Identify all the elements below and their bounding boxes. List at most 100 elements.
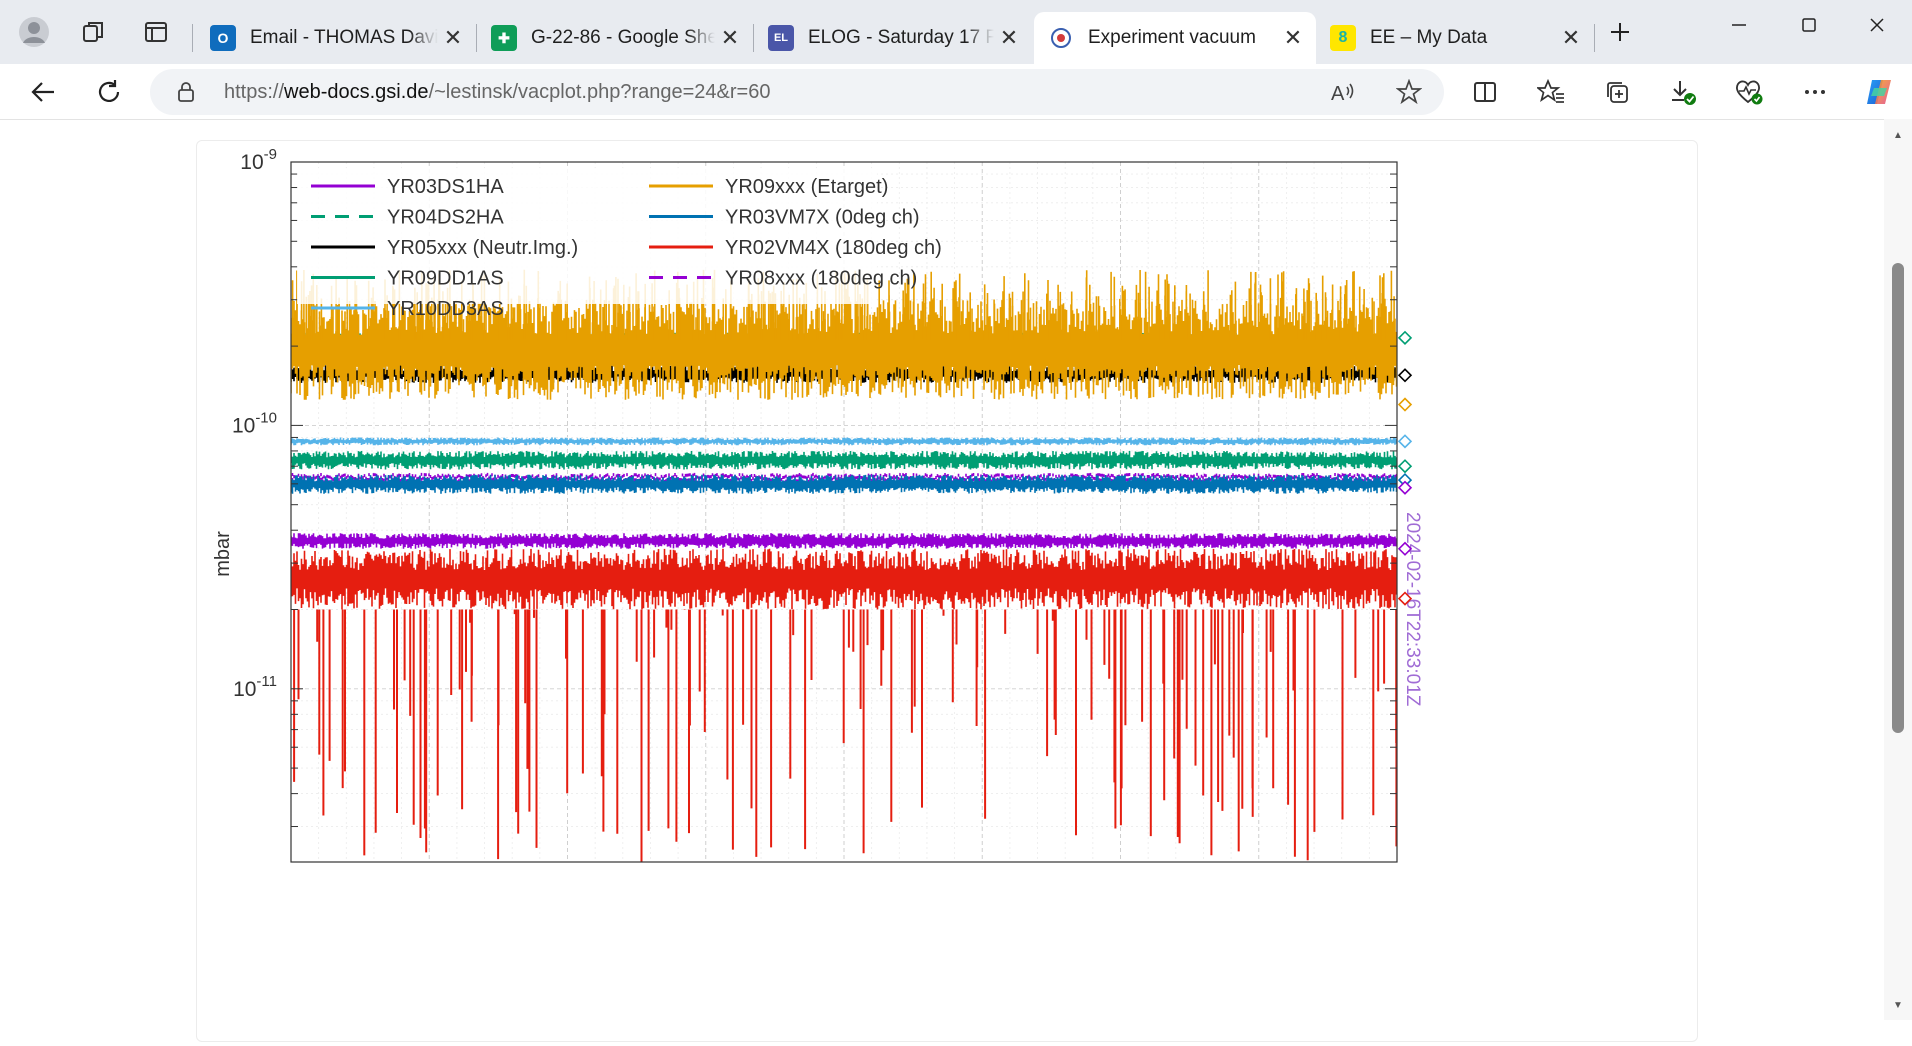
legend-background: [297, 168, 877, 304]
lock-icon[interactable]: [176, 81, 196, 108]
last-value-marker: [1397, 397, 1413, 412]
y-tick-label: 10-10: [232, 409, 277, 437]
minimize-icon: [1732, 24, 1746, 26]
tab-title: G-22-86 - Google Shee: [531, 27, 715, 48]
collections-button[interactable]: [1596, 72, 1638, 112]
y-axis-tick-labels: 10-9 10-10 10-11: [232, 146, 277, 701]
last-value-marker: [1397, 541, 1413, 556]
legend-item: YR09DD1AS: [311, 268, 504, 290]
tab-title: Experiment vacuum: [1088, 27, 1256, 48]
legend-item: YR10DD3AS: [311, 298, 504, 320]
series-band: [291, 299, 1397, 400]
last-value-markers: [1397, 330, 1413, 606]
series-yr03ds1ha: [291, 533, 1397, 549]
last-value-marker: [1397, 368, 1413, 383]
legend-label: YR08xxx (180deg ch): [725, 268, 917, 290]
heart-pulse-icon: [1735, 80, 1763, 105]
address-bar[interactable]: https://web-docs.gsi.de/~lestinsk/vacplo…: [150, 69, 1444, 115]
legend-item: YR03DS1HA: [311, 176, 504, 198]
tab-separator: [753, 24, 754, 52]
series-band: [291, 548, 1397, 610]
profile-avatar[interactable]: [12, 12, 56, 52]
plot-frame: [290, 161, 1398, 863]
url-text[interactable]: https://web-docs.gsi.de/~lestinsk/vacplo…: [224, 81, 770, 104]
outlook-icon: O: [210, 25, 236, 51]
legend-item: YR08xxx (180deg ch): [649, 268, 917, 290]
favorites-icon: [1537, 79, 1564, 103]
plus-icon: [1611, 23, 1629, 41]
close-icon[interactable]: ✕: [999, 25, 1019, 50]
y-axis-ticks: [291, 161, 1397, 828]
legend-label: YR09DD1AS: [387, 268, 504, 290]
scroll-up-arrow-icon[interactable]: ▲: [1893, 129, 1903, 141]
split-screen-icon: [1474, 82, 1496, 102]
legend-label: YR05xxx (Neutr.Img.): [387, 237, 578, 259]
legend-label: YR03DS1HA: [387, 176, 504, 198]
tab-separator: [192, 24, 193, 52]
legend-label: YR02VM4X (180deg ch): [725, 237, 942, 259]
close-icon[interactable]: ✕: [720, 25, 740, 50]
read-aloud-icon[interactable]: A: [1330, 79, 1358, 110]
chart-series-area: [291, 269, 1397, 862]
favorite-star-icon[interactable]: [1395, 78, 1423, 110]
last-value-marker: [1397, 434, 1413, 449]
copilot-button[interactable]: [1858, 72, 1900, 112]
back-button[interactable]: [22, 72, 64, 112]
y-axis-label: mbar: [212, 531, 234, 577]
browser-essentials-button[interactable]: [1728, 72, 1770, 112]
close-icon[interactable]: ✕: [1561, 25, 1581, 50]
vertical-scrollbar[interactable]: ▲ ▼: [1884, 119, 1912, 1020]
legend-item: YR05xxx (Neutr.Img.): [311, 237, 578, 259]
maximize-icon: [1802, 18, 1816, 32]
browser-toolbar: https://web-docs.gsi.de/~lestinsk/vacplo…: [0, 64, 1912, 119]
split-screen-button[interactable]: [1464, 72, 1506, 112]
maximize-button[interactable]: [1774, 0, 1844, 50]
y-tick-label: 10-9: [240, 146, 277, 174]
series-yr02vm4x-180deg-ch: [291, 548, 1397, 862]
workspaces-icon: [83, 22, 103, 42]
favorites-button[interactable]: [1530, 72, 1572, 112]
vacuum-chart: 10-9 10-10 10-11 mbar 2024-02-16T22:33:01Z…: [212, 146, 1423, 863]
copilot-icon: [1867, 80, 1891, 104]
last-value-marker: [1397, 591, 1413, 606]
scroll-down-arrow-icon[interactable]: ▼: [1893, 999, 1903, 1011]
tab-actions-button[interactable]: [134, 12, 178, 52]
tab-strip: O Email - THOMAS Davin ✕ ✚ G-22-86 - Goo…: [0, 0, 1912, 64]
minimize-button[interactable]: [1704, 0, 1774, 50]
elog-icon: EL: [768, 25, 794, 51]
collections-icon: [1607, 82, 1628, 103]
workspaces-button[interactable]: [72, 12, 116, 52]
refresh-button[interactable]: [88, 72, 130, 112]
tab-google-sheets[interactable]: ✚ G-22-86 - Google Shee ✕: [477, 12, 753, 64]
close-window-button[interactable]: [1842, 0, 1912, 50]
tab-ee-my-data[interactable]: 8 EE – My Data ✕: [1316, 12, 1594, 64]
series-band: [291, 437, 1397, 446]
tab-experiment-vacuum[interactable]: Experiment vacuum ✕: [1034, 12, 1316, 64]
series-yr09xxx-etarget: [291, 269, 1397, 400]
tab-title: EE – My Data: [1370, 27, 1488, 48]
google-sheets-icon: ✚: [491, 25, 517, 51]
legend-item: YR02VM4X (180deg ch): [649, 237, 942, 259]
new-tab-button[interactable]: [1598, 12, 1642, 52]
close-icon[interactable]: ✕: [1283, 25, 1303, 50]
close-icon[interactable]: ✕: [443, 25, 463, 50]
series-band: [291, 533, 1397, 549]
url-host: web-docs.gsi.de: [284, 81, 429, 103]
ee-icon: 8: [1330, 25, 1356, 51]
tab-title: ELOG - Saturday 17 Fel: [808, 27, 994, 48]
tab-separator: [476, 24, 477, 52]
more-menu-button[interactable]: [1794, 72, 1836, 112]
y-tick-label: 10-11: [233, 673, 277, 701]
tab-elog[interactable]: EL ELOG - Saturday 17 Fel ✕: [754, 12, 1032, 64]
downloads-button[interactable]: [1662, 72, 1704, 112]
last-value-marker: [1397, 480, 1413, 495]
scrollbar-thumb[interactable]: [1892, 263, 1904, 733]
tab-email[interactable]: O Email - THOMAS Davin ✕: [196, 12, 476, 64]
legend-label: YR04DS2HA: [387, 207, 504, 229]
series-yr03vm7x-0deg-ch: [291, 474, 1397, 494]
page-viewport: 10-9 10-10 10-11 mbar 2024-02-16T22:33:01Z…: [0, 119, 1912, 1042]
last-value-marker: [1397, 459, 1413, 474]
close-icon: [1870, 18, 1884, 32]
legend-label: YR09xxx (Etarget): [725, 176, 888, 198]
plot-container: 10-9 10-10 10-11 mbar 2024-02-16T22:33:01Z…: [196, 140, 1698, 1042]
